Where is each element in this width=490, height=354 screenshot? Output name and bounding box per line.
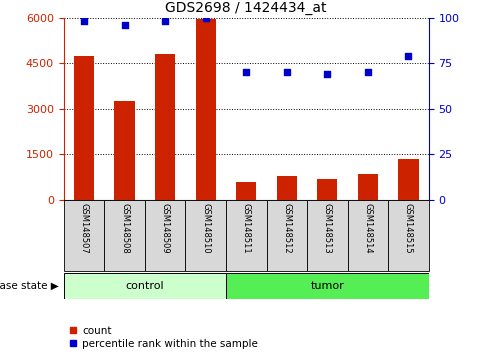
Text: tumor: tumor [311,281,344,291]
Bar [277,176,297,200]
Point [405,53,413,59]
Bar [64,200,104,271]
Text: GSM148515: GSM148515 [404,203,413,253]
Bar [267,200,307,271]
Point [364,69,372,75]
Bar [358,174,378,200]
Text: GSM148511: GSM148511 [242,203,251,253]
Text: GSM148514: GSM148514 [364,203,372,253]
Bar [236,182,256,200]
Text: GSM148513: GSM148513 [323,203,332,253]
Text: GSM148512: GSM148512 [282,203,291,253]
Bar [114,101,135,200]
Text: GSM148509: GSM148509 [161,203,170,253]
Text: GSM148508: GSM148508 [120,203,129,253]
Point [161,18,169,24]
Bar [185,200,226,271]
Bar [64,273,226,299]
Point [283,69,291,75]
Point [323,72,331,77]
Point [121,22,128,28]
Point [242,69,250,75]
Bar [398,159,418,200]
Bar [155,54,175,200]
Point [80,18,88,24]
Bar [226,200,267,271]
Bar [307,200,347,271]
Bar [196,19,216,200]
Bar [317,179,338,200]
Bar [104,200,145,271]
Bar [388,200,429,271]
Text: GSM148507: GSM148507 [79,203,89,253]
Bar [347,200,388,271]
Text: disease state ▶: disease state ▶ [0,281,59,291]
Legend: count, percentile rank within the sample: count, percentile rank within the sample [69,326,258,349]
Text: GSM148510: GSM148510 [201,203,210,253]
Bar [145,200,185,271]
Bar [74,56,94,200]
Bar [226,273,429,299]
Title: GDS2698 / 1424434_at: GDS2698 / 1424434_at [166,1,327,15]
Text: control: control [125,281,164,291]
Point [202,15,210,21]
